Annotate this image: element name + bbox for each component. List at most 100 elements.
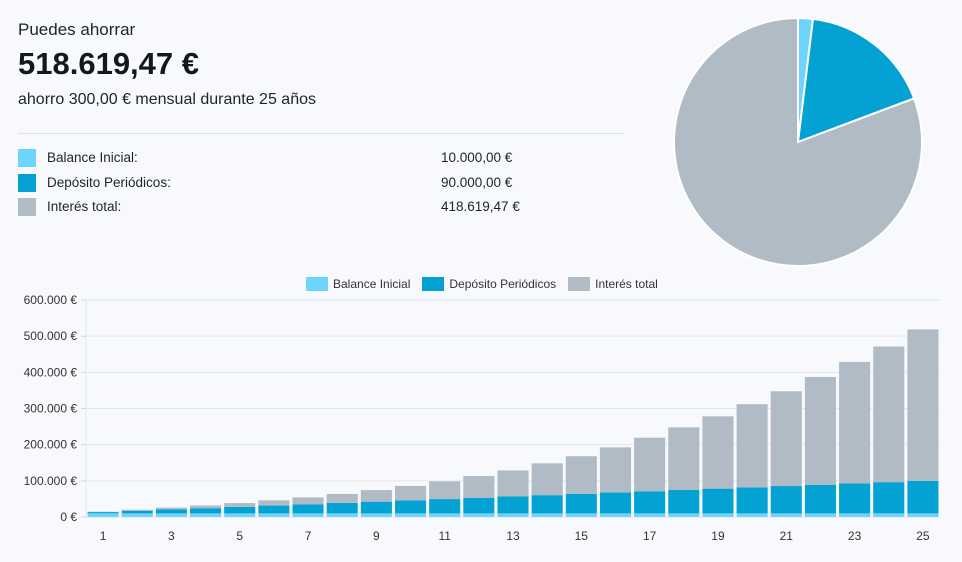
bar-segment-periodic-deposits[interactable] <box>770 486 802 514</box>
bar-segment-total-interest[interactable] <box>873 346 905 483</box>
bar-segment-total-interest[interactable] <box>258 500 290 506</box>
bar-segment-initial-balance[interactable] <box>873 513 905 517</box>
bar-segment-initial-balance[interactable] <box>804 513 836 517</box>
breakdown-list: Balance Inicial: 10.000,00 € Depósito Pe… <box>18 148 624 222</box>
bar-segment-total-interest[interactable] <box>634 437 666 492</box>
bar-segment-total-interest[interactable] <box>804 376 836 485</box>
bar-segment-periodic-deposits[interactable] <box>87 512 119 514</box>
legend-item-0[interactable]: Balance Inicial <box>306 277 410 291</box>
y-tick-label: 400.000 € <box>24 365 78 379</box>
bar-segment-total-interest[interactable] <box>907 329 939 481</box>
bar-segment-initial-balance[interactable] <box>497 513 529 517</box>
bar-segment-periodic-deposits[interactable] <box>292 504 324 514</box>
bar-segment-periodic-deposits[interactable] <box>394 500 427 514</box>
bar-segment-initial-balance[interactable] <box>429 513 461 517</box>
divider <box>18 133 624 134</box>
bar-segment-periodic-deposits[interactable] <box>326 502 358 514</box>
bar-segment-periodic-deposits[interactable] <box>839 483 871 514</box>
bar-segment-total-interest[interactable] <box>839 361 871 484</box>
bar-segment-initial-balance[interactable] <box>258 513 290 517</box>
bar-segment-initial-balance[interactable] <box>702 513 734 517</box>
x-tick-label: 23 <box>848 529 862 543</box>
bar-segment-periodic-deposits[interactable] <box>531 495 563 514</box>
bar-segment-initial-balance[interactable] <box>224 513 256 517</box>
bar-segment-total-interest[interactable] <box>668 427 700 490</box>
y-tick-label: 100.000 € <box>24 474 78 488</box>
bar-segment-total-interest[interactable] <box>565 456 597 494</box>
legend-item-1[interactable]: Depósito Periódicos <box>422 277 556 291</box>
bar-segment-periodic-deposits[interactable] <box>804 484 836 514</box>
bar-segment-initial-balance[interactable] <box>360 513 392 517</box>
breakdown-value: 10.000,00 € <box>441 150 513 165</box>
bar-segment-initial-balance[interactable] <box>770 513 802 517</box>
bar-segment-total-interest[interactable] <box>155 507 187 510</box>
pie-slice-2 <box>672 16 923 267</box>
bar-segment-total-interest[interactable] <box>429 481 461 500</box>
bar-segment-total-interest[interactable] <box>190 505 222 509</box>
bar-segment-total-interest[interactable] <box>770 391 802 487</box>
bar-segment-periodic-deposits[interactable] <box>155 509 187 514</box>
bar-segment-initial-balance[interactable] <box>634 513 666 517</box>
bar-segment-initial-balance[interactable] <box>736 513 768 517</box>
bar-segment-periodic-deposits[interactable] <box>497 496 529 514</box>
pie-slice-1 <box>796 17 916 144</box>
bar-segment-periodic-deposits[interactable] <box>599 492 632 514</box>
bar-segment-initial-balance[interactable] <box>463 513 495 517</box>
bar-segment-periodic-deposits[interactable] <box>634 491 666 514</box>
bar-segment-total-interest[interactable] <box>497 470 529 497</box>
bar-segment-periodic-deposits[interactable] <box>736 487 768 514</box>
bar-segment-total-interest[interactable] <box>326 493 358 503</box>
bar-segment-periodic-deposits[interactable] <box>907 480 939 514</box>
bar-segment-initial-balance[interactable] <box>326 513 358 517</box>
bar-segment-periodic-deposits[interactable] <box>873 482 905 514</box>
y-tick-label: 0 € <box>60 510 77 524</box>
savings-bar-chart: 0 € 100.000 € 200.000 € 300.000 € 400.000 € 5… <box>24 293 940 543</box>
breakdown-label: Interés total: <box>47 199 122 214</box>
bar-segment-initial-balance[interactable] <box>121 513 153 517</box>
bar-segment-periodic-deposits[interactable] <box>360 501 392 514</box>
x-tick-label: 7 <box>305 529 312 543</box>
bar-segment-initial-balance[interactable] <box>292 513 324 517</box>
breakdown-value: 418.619,47 € <box>441 199 520 214</box>
bar-segment-periodic-deposits[interactable] <box>702 488 734 514</box>
bar-segment-total-interest[interactable] <box>736 404 768 488</box>
bar-segment-total-interest[interactable] <box>292 497 324 505</box>
bar-segment-total-interest[interactable] <box>394 485 427 501</box>
periodic-deposits-swatch <box>18 173 36 192</box>
bar-segment-total-interest[interactable] <box>463 476 495 498</box>
bar-segment-periodic-deposits[interactable] <box>668 489 700 514</box>
bar-segment-periodic-deposits[interactable] <box>429 499 461 514</box>
bar-segment-periodic-deposits[interactable] <box>565 493 597 514</box>
bar-segment-initial-balance[interactable] <box>907 513 939 517</box>
legend-label: Balance Inicial <box>333 277 411 291</box>
bar-segment-initial-balance[interactable] <box>668 513 700 517</box>
bar-segment-periodic-deposits[interactable] <box>190 508 222 514</box>
bar-segment-initial-balance[interactable] <box>155 513 187 517</box>
bar-segment-total-interest[interactable] <box>360 490 392 502</box>
bar-segment-total-interest[interactable] <box>599 447 632 493</box>
bar-segment-initial-balance[interactable] <box>87 513 119 517</box>
bar-segment-total-interest[interactable] <box>121 509 153 511</box>
legend-swatch <box>306 277 328 291</box>
x-tick-label: 5 <box>236 529 243 543</box>
bar-segment-initial-balance[interactable] <box>190 513 222 517</box>
bar-segment-periodic-deposits[interactable] <box>224 506 256 514</box>
bar-segment-initial-balance[interactable] <box>839 513 871 517</box>
x-tick-label: 21 <box>780 529 794 543</box>
bar-segment-initial-balance[interactable] <box>599 513 632 517</box>
legend-label: Interés total <box>595 277 658 291</box>
savings-description: ahorro 300,00 € mensual durante 25 años <box>18 91 316 108</box>
bar-segment-periodic-deposits[interactable] <box>463 497 495 514</box>
savings-pie-chart <box>672 16 923 267</box>
bar-segment-total-interest[interactable] <box>531 463 563 496</box>
bar-segment-initial-balance[interactable] <box>531 513 563 517</box>
bar-segment-periodic-deposits[interactable] <box>258 505 290 514</box>
bar-segment-total-interest[interactable] <box>224 503 256 507</box>
bar-segment-periodic-deposits[interactable] <box>121 510 153 514</box>
legend-item-2[interactable]: Interés total <box>568 277 658 291</box>
bar-segment-initial-balance[interactable] <box>565 513 597 517</box>
bar-segment-total-interest[interactable] <box>702 416 734 489</box>
breakdown-row-total-interest: Interés total: 418.619,47 € <box>18 197 624 222</box>
bar-segment-initial-balance[interactable] <box>394 513 427 517</box>
y-tick-label: 300.000 € <box>24 402 78 416</box>
